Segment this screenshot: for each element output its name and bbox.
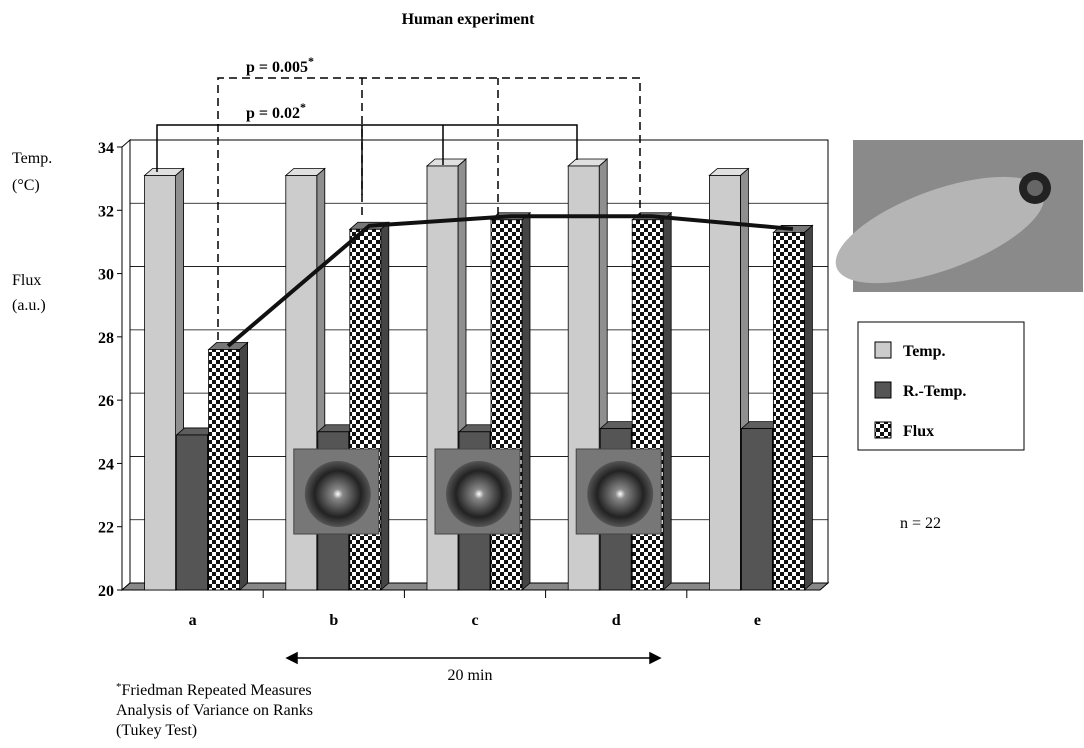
bar: [741, 429, 772, 590]
time-arrow: [287, 653, 660, 663]
annotation-sup: *: [300, 100, 306, 114]
plot-area: 20 22 24 26 28 30 32 34 a b c d e: [98, 140, 828, 629]
bar: [709, 175, 740, 590]
bar-side: [663, 213, 671, 590]
legend-label: R.-Temp.: [903, 383, 966, 400]
bar: [209, 350, 240, 590]
y-tick-label: 20: [98, 583, 114, 600]
n-label: n = 22: [900, 515, 941, 532]
footnote-line: Analysis of Variance on Ranks: [116, 702, 313, 719]
legend-swatch: [875, 342, 891, 358]
y-tick-label: 26: [98, 393, 114, 410]
bar-side: [240, 343, 248, 590]
bar: [350, 229, 381, 590]
y-tick-label: 30: [98, 267, 114, 284]
x-tick-label: e: [754, 612, 761, 629]
side-wall: [122, 140, 130, 590]
bar: [177, 435, 208, 590]
x-tick-label: c: [471, 612, 478, 629]
y-tick-label: 32: [98, 203, 114, 220]
annotation-text: p = 0.005: [246, 59, 308, 76]
y-tick-label: 22: [98, 520, 114, 537]
y-tick-label: 28: [98, 330, 114, 347]
y-axis-label: Flux: [12, 272, 41, 289]
x-tick-label: d: [612, 612, 621, 629]
x-tick-label: a: [189, 612, 197, 629]
bar-side: [522, 213, 530, 590]
legend-swatch: [875, 382, 891, 398]
y-axis-label: (a.u.): [12, 297, 46, 314]
legend-label: Temp.: [903, 343, 946, 360]
x-tick-label: b: [329, 612, 338, 629]
photo: [823, 140, 1083, 305]
y-axis-label: (°C): [12, 177, 40, 194]
footnote-line: (Tukey Test): [116, 722, 197, 739]
photo-lens: [446, 461, 512, 527]
legend-swatch: [875, 422, 891, 438]
legend-label: Flux: [903, 423, 934, 440]
chart: Human experiment 20 22 24 26 28 30 32 34 a b c d e p…: [0, 0, 1084, 748]
photo-lens: [305, 461, 371, 527]
footnote-line: Friedman Repeated Measures: [122, 682, 312, 699]
annotation: p = 0.005*: [246, 54, 314, 76]
chart-title: Human experiment: [402, 11, 536, 28]
bar: [145, 175, 176, 590]
footnote: *Friedman Repeated Measures: [116, 681, 312, 699]
bar-side: [804, 225, 812, 590]
photo-lens: [587, 461, 653, 527]
y-axis-label: Temp.: [12, 150, 52, 167]
bar: [773, 232, 804, 590]
annotation-sup: *: [308, 54, 314, 68]
annotation: p = 0.02*: [246, 100, 306, 122]
bar-side: [381, 222, 389, 590]
annotation-text: p = 0.02: [246, 105, 300, 122]
y-tick-label: 34: [98, 140, 114, 157]
y-tick-label: 24: [98, 456, 114, 473]
time-label: 20 min: [448, 667, 493, 684]
